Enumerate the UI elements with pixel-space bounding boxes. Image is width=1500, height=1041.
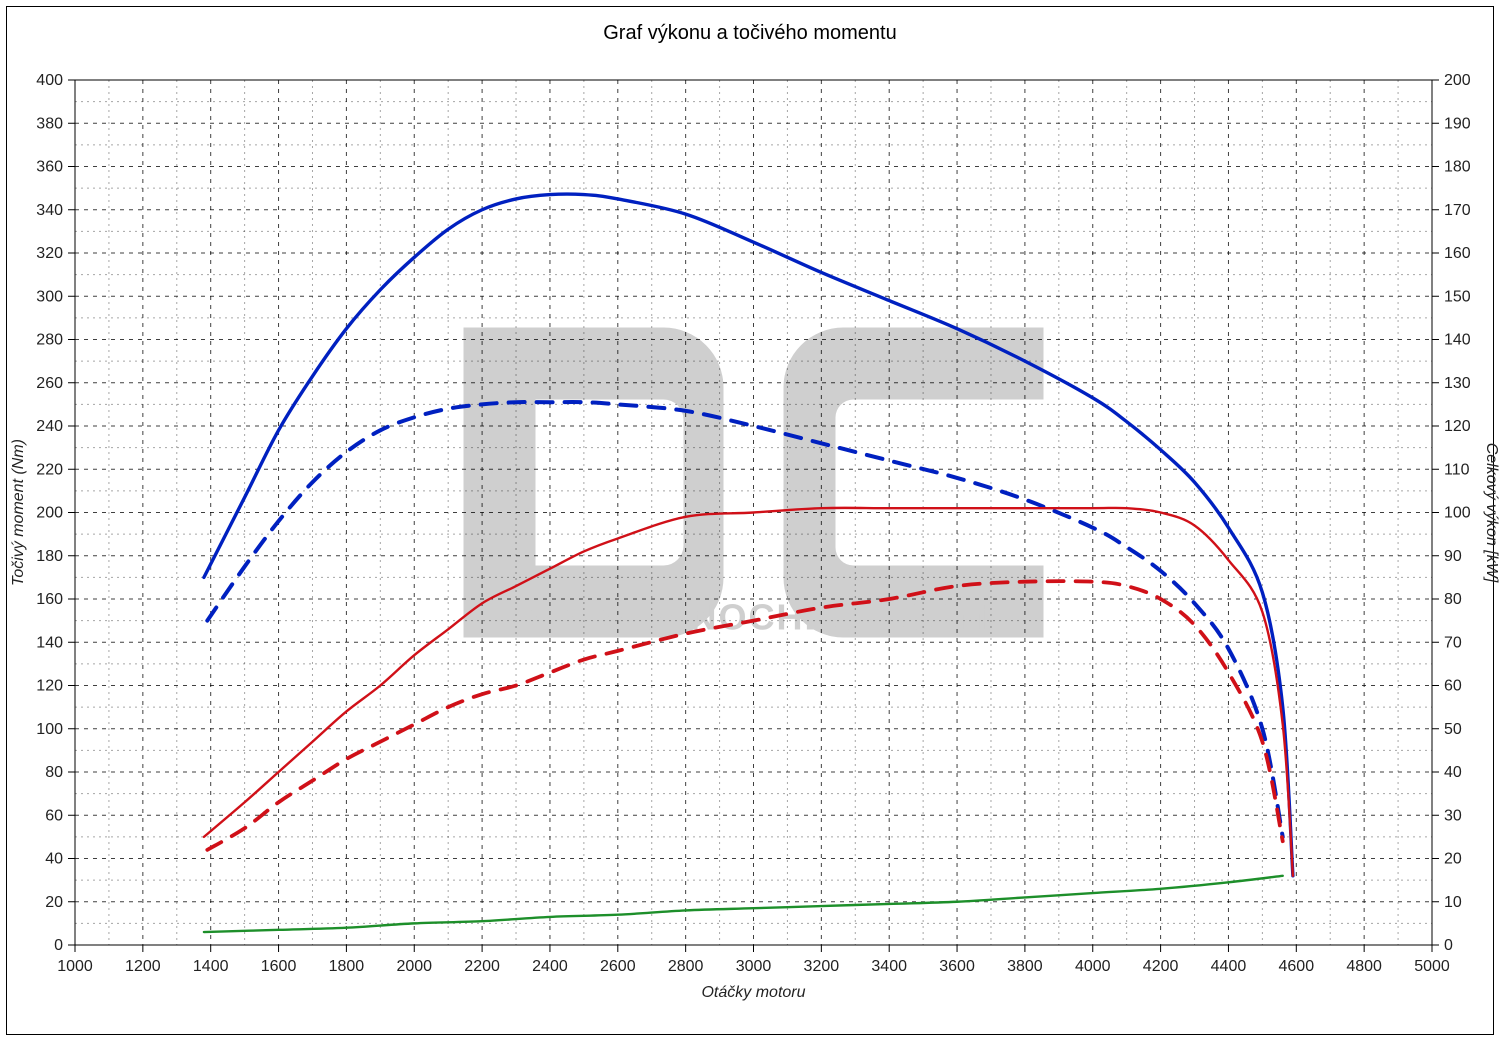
x-tick-label: 3400	[871, 958, 907, 975]
x-tick-label: 2200	[464, 958, 500, 975]
dyno-chart: WWW.DYNOCHECK.COM10001200140016001800200…	[0, 0, 1500, 1041]
yright-tick-label: 180	[1444, 159, 1471, 176]
yleft-axis-label: Točivý moment (Nm)	[10, 439, 27, 586]
grid-major: 1000120014001600180020002200240026002800…	[10, 72, 1500, 1001]
x-tick-label: 2800	[668, 958, 704, 975]
x-tick-label: 3800	[1007, 958, 1043, 975]
yright-tick-label: 70	[1444, 634, 1462, 651]
yleft-tick-label: 220	[36, 461, 63, 478]
x-axis-label: Otáčky motoru	[701, 984, 805, 1001]
x-tick-label: 1400	[193, 958, 229, 975]
yright-tick-label: 120	[1444, 418, 1471, 435]
yright-tick-label: 80	[1444, 591, 1462, 608]
yright-tick-label: 110	[1444, 461, 1470, 478]
yleft-tick-label: 100	[36, 721, 63, 738]
x-tick-label: 2400	[532, 958, 568, 975]
yleft-tick-label: 20	[45, 894, 63, 911]
yleft-tick-label: 380	[36, 115, 63, 132]
yleft-tick-label: 340	[36, 202, 63, 219]
x-tick-label: 2600	[600, 958, 636, 975]
yright-tick-label: 50	[1444, 721, 1462, 738]
x-tick-label: 1800	[329, 958, 365, 975]
yleft-tick-label: 180	[36, 548, 63, 565]
yleft-tick-label: 360	[36, 159, 63, 176]
yright-tick-label: 190	[1444, 115, 1471, 132]
yright-tick-label: 160	[1444, 245, 1471, 262]
x-tick-label: 3200	[804, 958, 840, 975]
x-tick-label: 4200	[1143, 958, 1179, 975]
x-tick-label: 3000	[736, 958, 772, 975]
series-power_stock	[207, 581, 1282, 850]
x-tick-label: 1000	[57, 958, 93, 975]
yleft-tick-label: 60	[45, 807, 63, 824]
series-power_tuned	[204, 508, 1293, 876]
yleft-tick-label: 160	[36, 591, 63, 608]
yleft-tick-label: 320	[36, 245, 63, 262]
x-tick-label: 2000	[396, 958, 432, 975]
series-group	[204, 194, 1293, 932]
x-tick-label: 5000	[1414, 958, 1450, 975]
x-tick-label: 4400	[1211, 958, 1247, 975]
yleft-tick-label: 280	[36, 332, 63, 349]
yright-tick-label: 170	[1444, 202, 1471, 219]
x-tick-label: 3600	[939, 958, 975, 975]
yright-tick-label: 20	[1444, 851, 1462, 868]
watermark: WWW.DYNOCHECK.COM	[464, 328, 1044, 638]
yright-axis-label: Celkový výkon [kW]	[1483, 443, 1500, 583]
yleft-tick-label: 260	[36, 375, 63, 392]
yright-tick-label: 30	[1444, 807, 1462, 824]
yright-tick-label: 100	[1444, 505, 1471, 522]
yright-tick-label: 0	[1444, 937, 1453, 954]
yleft-tick-label: 300	[36, 288, 63, 305]
yleft-tick-label: 80	[45, 764, 63, 781]
yright-tick-label: 40	[1444, 764, 1462, 781]
yleft-tick-label: 400	[36, 72, 63, 89]
yright-tick-label: 90	[1444, 548, 1462, 565]
x-tick-label: 4800	[1346, 958, 1382, 975]
x-tick-label: 1200	[125, 958, 161, 975]
yleft-tick-label: 200	[36, 505, 63, 522]
yright-tick-label: 150	[1444, 288, 1471, 305]
x-tick-label: 4000	[1075, 958, 1111, 975]
x-tick-label: 1600	[261, 958, 297, 975]
yright-tick-label: 140	[1444, 332, 1471, 349]
x-tick-label: 4600	[1279, 958, 1315, 975]
yright-tick-label: 10	[1444, 894, 1462, 911]
yleft-tick-label: 0	[54, 937, 63, 954]
yleft-tick-label: 40	[45, 851, 63, 868]
yright-tick-label: 130	[1444, 375, 1471, 392]
yright-tick-label: 60	[1444, 678, 1462, 695]
yleft-tick-label: 240	[36, 418, 63, 435]
yleft-tick-label: 140	[36, 634, 63, 651]
yright-tick-label: 200	[1444, 72, 1471, 89]
yleft-tick-label: 120	[36, 678, 63, 695]
